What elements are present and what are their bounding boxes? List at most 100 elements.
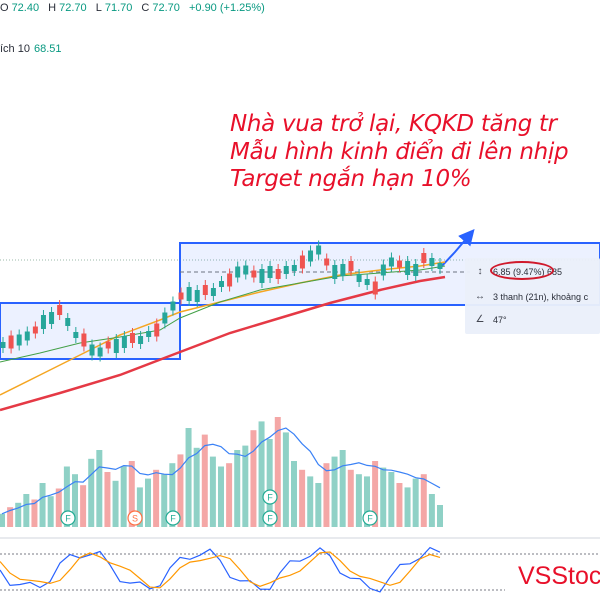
event-marker-circle[interactable] [127,510,143,526]
candle-body [429,258,435,266]
candle-body [251,270,257,278]
ma-long-line [0,275,446,412]
candle-body [380,264,386,276]
volume-bar [145,478,151,527]
volume-bar [250,430,257,527]
volume-ma-line [1,427,441,515]
event-marker-circle[interactable] [262,510,278,526]
volume-bar [364,476,370,527]
event-marker-circle[interactable] [262,489,278,505]
candle-body [146,331,152,337]
volume-bar [80,485,87,527]
volume-bar [307,476,314,527]
indicator-value: 68.51 [33,43,62,55]
volume-bar [96,450,103,527]
volume-histogram [0,417,443,527]
volume-bar [201,434,208,527]
event-marker-label: F [267,493,273,503]
candle-body [186,287,192,301]
volume-bar [15,502,22,527]
event-marker-circle[interactable] [60,510,76,526]
volume-bar [274,417,281,527]
volume-bar [339,450,346,527]
volume-bar [355,474,362,527]
volume-bar [193,447,200,527]
indicator-name: ích 10 [0,43,30,55]
candle-body [259,269,265,283]
candle-body [324,258,330,266]
volume-bar [47,496,54,527]
volume-bar [88,458,95,527]
volume-bar [136,487,143,527]
volume-bar [282,432,289,527]
candle-body [40,315,46,329]
candle-body [178,292,184,300]
brand-text: VSStoc [518,562,600,590]
angle-icon: ∠ [475,314,485,325]
event-marker-label: F [170,514,176,524]
candle-body [243,265,249,275]
candle-body [162,312,168,324]
event-marker-label: F [65,514,71,524]
angle-text: 47° [493,314,507,325]
candle-body [397,260,403,268]
candle-body [129,333,135,343]
volume-bar [331,456,338,527]
candle-body [89,344,95,356]
oscillator-line-k [0,546,441,593]
bar-range-text: 3 thanh (21n), khoảng c [493,291,589,302]
volume-bar [7,507,14,527]
candle-body [97,347,103,357]
volume-bar [323,463,330,527]
volume-bar [63,466,70,527]
event-marker-circle[interactable] [165,510,181,526]
highlight-circle [490,261,554,280]
volume-bar [112,480,119,527]
candle-body [219,281,224,287]
volume-bar [177,454,184,527]
event-marker-circle[interactable] [362,510,378,526]
candle-body [283,266,289,274]
candle-body [356,274,362,282]
volume-bar [161,474,168,527]
volume-bar [23,494,30,527]
volume-bar [218,466,224,527]
candle-body [194,290,200,302]
volume-bar [72,474,78,527]
volume-bar [169,463,176,527]
price-range-icon: ↕ [477,266,483,277]
candle-body [65,318,71,326]
volume-bar [234,450,241,527]
change-value: +0.90 (+1.25%) [188,2,265,14]
candle-body [57,305,63,315]
candle-body [348,261,354,271]
indicator-legend[interactable]: ích 10 68.51 [0,43,62,55]
candle-body [267,266,273,278]
candle-body [413,264,419,276]
volume-bar [185,428,192,527]
low-value: 71.70 [104,2,133,14]
ohlc-readout: O 72.40 H 72.70 L 71.70 C 72.70 +0.90 (+1.25… [0,2,265,14]
annotation-line-3: Target ngắn hạn 10% [230,166,472,192]
volume-bar [396,483,403,527]
volume-bar [128,461,135,527]
event-marker-label: S [132,514,138,524]
volume-bar [420,474,427,527]
volume-bar [39,483,46,527]
candle-body [235,266,241,278]
candle-body [202,285,208,295]
candle-body [170,301,176,311]
candle-body [275,269,281,279]
event-markers[interactable]: F S F F F F [60,489,378,526]
candle-body [154,323,160,337]
candle-body [332,265,338,279]
volume-bar [266,439,273,527]
candle-body [421,253,427,263]
candle-body [291,265,297,271]
volume-bar [428,494,435,527]
volume-bar [299,469,306,527]
candle-body [316,245,322,255]
volume-bar [315,483,322,527]
candle-body [81,333,87,347]
